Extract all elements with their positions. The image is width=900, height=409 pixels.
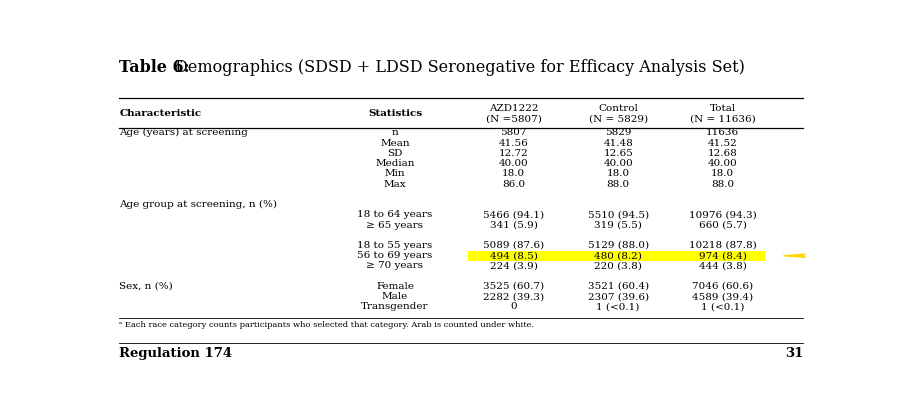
Text: 12.68: 12.68 — [708, 149, 738, 158]
Text: 5089 (87.6): 5089 (87.6) — [483, 241, 544, 250]
Text: 2282 (39.3): 2282 (39.3) — [483, 292, 544, 301]
Text: Min: Min — [384, 169, 405, 178]
Text: 480 (8.2): 480 (8.2) — [594, 251, 642, 260]
Text: Demographics (SDSD + LDSD Seronegative for Efficacy Analysis Set): Demographics (SDSD + LDSD Seronegative f… — [170, 58, 745, 76]
Text: Transgender: Transgender — [361, 302, 428, 311]
Text: Table 6:: Table 6: — [120, 58, 190, 76]
Text: 494 (8.5): 494 (8.5) — [490, 251, 537, 260]
Text: 319 (5.5): 319 (5.5) — [594, 220, 642, 229]
Text: 41.52: 41.52 — [708, 139, 738, 148]
Text: Male: Male — [382, 292, 408, 301]
Text: Max: Max — [383, 180, 406, 189]
Text: 2307 (39.6): 2307 (39.6) — [588, 292, 649, 301]
Text: 5807: 5807 — [500, 128, 526, 137]
Text: 341 (5.9): 341 (5.9) — [490, 220, 537, 229]
Text: Age group at screening, n (%): Age group at screening, n (%) — [120, 200, 277, 209]
Text: 1 (<0.1): 1 (<0.1) — [597, 302, 640, 311]
Text: 5129 (88.0): 5129 (88.0) — [588, 241, 649, 250]
Text: 3521 (60.4): 3521 (60.4) — [588, 282, 649, 291]
Text: Median: Median — [375, 159, 415, 168]
Text: 660 (5.7): 660 (5.7) — [699, 220, 747, 229]
Text: 224 (3.9): 224 (3.9) — [490, 261, 537, 270]
Text: 12.72: 12.72 — [499, 149, 528, 158]
Text: 18.0: 18.0 — [607, 169, 630, 178]
Text: Mean: Mean — [380, 139, 410, 148]
Text: 40.00: 40.00 — [708, 159, 738, 168]
Text: 10218 (87.8): 10218 (87.8) — [688, 241, 757, 250]
Text: 7046 (60.6): 7046 (60.6) — [692, 282, 753, 291]
Text: 31: 31 — [785, 347, 803, 360]
Text: 12.65: 12.65 — [603, 149, 633, 158]
Text: Regulation 174: Regulation 174 — [120, 347, 232, 360]
Text: Age (years) at screening: Age (years) at screening — [120, 128, 248, 137]
Text: ≥ 65 years: ≥ 65 years — [366, 220, 424, 229]
Text: ᵃ Each race category counts participants who selected that category. Arab is cou: ᵃ Each race category counts participants… — [120, 321, 535, 330]
Text: 1 (<0.1): 1 (<0.1) — [701, 302, 744, 311]
Text: Characteristic: Characteristic — [120, 109, 202, 118]
Text: 88.0: 88.0 — [607, 180, 630, 189]
Text: 40.00: 40.00 — [499, 159, 528, 168]
Text: 86.0: 86.0 — [502, 180, 525, 189]
Text: 40.00: 40.00 — [603, 159, 633, 168]
Text: 41.48: 41.48 — [603, 139, 633, 148]
Text: 5829: 5829 — [605, 128, 632, 137]
Bar — [468, 251, 765, 261]
Text: 220 (3.8): 220 (3.8) — [594, 261, 642, 270]
Text: Sex, n (%): Sex, n (%) — [120, 282, 173, 291]
Text: Female: Female — [376, 282, 414, 291]
Text: 974 (8.4): 974 (8.4) — [699, 251, 747, 260]
Text: SD: SD — [387, 149, 402, 158]
Text: ≥ 70 years: ≥ 70 years — [366, 261, 424, 270]
Text: Statistics: Statistics — [368, 109, 422, 118]
Text: 18 to 64 years: 18 to 64 years — [357, 210, 433, 219]
Text: 18.0: 18.0 — [502, 169, 525, 178]
Text: 18.0: 18.0 — [711, 169, 734, 178]
Text: 11636: 11636 — [706, 128, 740, 137]
Text: 4589 (39.4): 4589 (39.4) — [692, 292, 753, 301]
Text: 5466 (94.1): 5466 (94.1) — [483, 210, 544, 219]
Text: Total
(N = 11636): Total (N = 11636) — [690, 103, 756, 124]
Text: 56 to 69 years: 56 to 69 years — [357, 251, 433, 260]
Text: 18 to 55 years: 18 to 55 years — [357, 241, 433, 250]
Text: 41.56: 41.56 — [499, 139, 528, 148]
Text: AZD1222
(N =5807): AZD1222 (N =5807) — [486, 103, 542, 124]
Text: n: n — [392, 128, 399, 137]
Text: 444 (3.8): 444 (3.8) — [699, 261, 747, 270]
Text: 3525 (60.7): 3525 (60.7) — [483, 282, 544, 291]
Text: 10976 (94.3): 10976 (94.3) — [688, 210, 757, 219]
Text: 5510 (94.5): 5510 (94.5) — [588, 210, 649, 219]
Text: Control
(N = 5829): Control (N = 5829) — [589, 103, 648, 124]
Text: 0: 0 — [510, 302, 517, 311]
Text: 88.0: 88.0 — [711, 180, 734, 189]
